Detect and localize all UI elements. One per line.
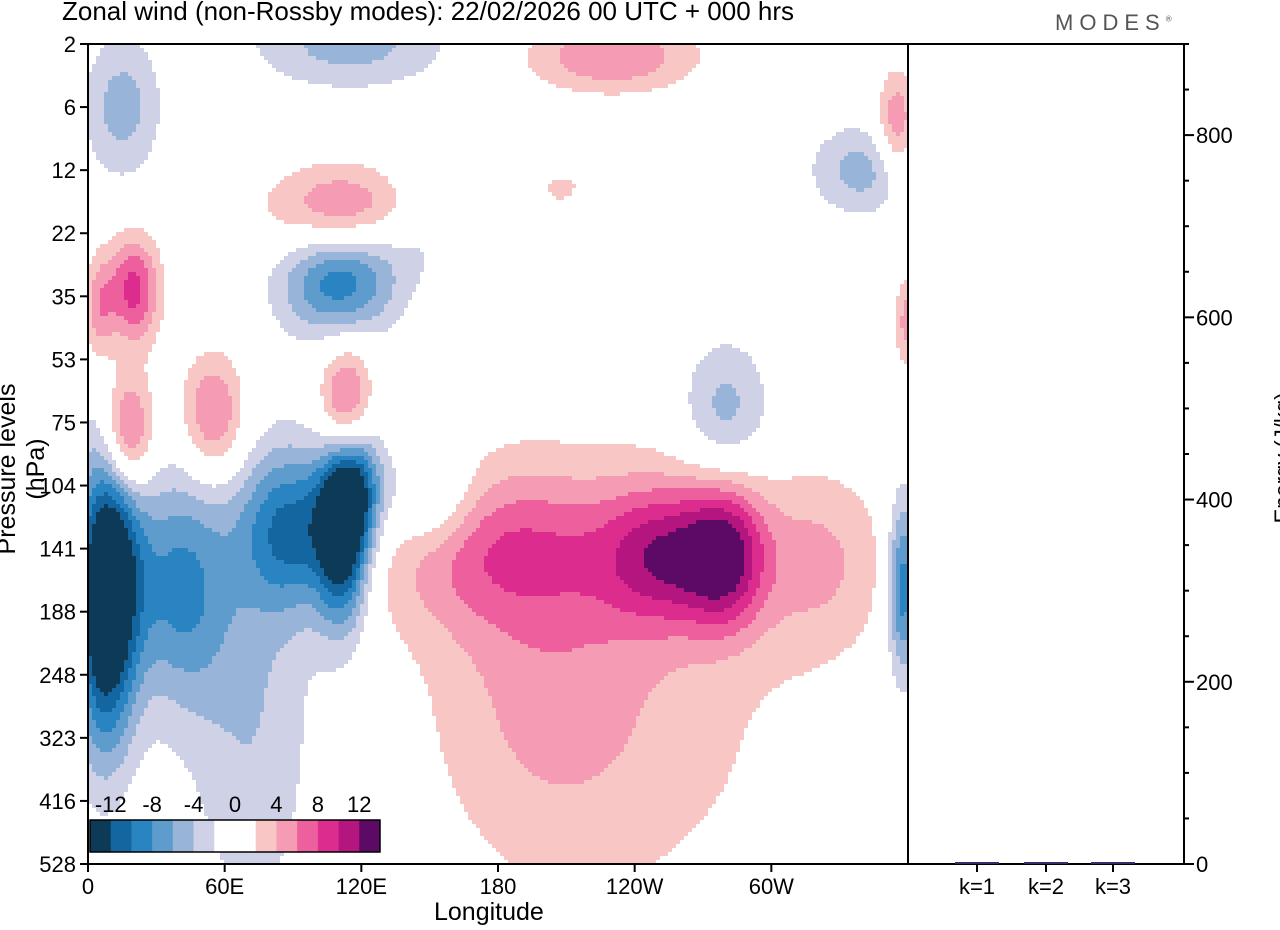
colorbar-swatch	[90, 820, 112, 852]
energy-tick-label: 400	[1196, 488, 1233, 513]
energy-bar-chart: 0 200 400 600 800 k=1 k=2 k=3	[955, 43, 1233, 899]
colorbar-frame	[89, 819, 381, 853]
y-tick-label: 416	[39, 789, 76, 814]
energy-bar	[1091, 862, 1135, 864]
colorbar-swatch	[152, 820, 174, 852]
x-tick-label: 0	[82, 874, 94, 899]
y-tick-label: 35	[52, 284, 76, 309]
colorbar-label: 4	[270, 792, 282, 817]
colorbar-label: -12	[95, 792, 127, 817]
energy-axis-label: Energy (J/kg)	[1270, 392, 1280, 524]
colorbar-label: 0	[229, 792, 241, 817]
colorbar-swatch	[131, 820, 153, 852]
colorbar-label: 12	[347, 792, 371, 817]
brand-logo: MODES®	[1055, 10, 1172, 36]
colorbar-swatch	[110, 820, 132, 852]
energy-cat-label: k=1	[959, 874, 995, 899]
colorbar-swatch	[297, 820, 319, 852]
brand-name: MODES	[1055, 10, 1166, 35]
y-tick-label: 141	[39, 537, 76, 562]
x-axis-label: Longitude	[434, 898, 544, 926]
y-tick-label: 323	[39, 726, 76, 751]
x-tick-label: 120W	[606, 874, 664, 899]
chart-title: Zonal wind (non-Rossby modes): 22/02/202…	[62, 0, 794, 26]
x-tick-label: 60E	[205, 874, 244, 899]
y-tick-label: 188	[39, 600, 76, 625]
colorbar-swatch	[235, 820, 257, 852]
colorbar-swatch	[255, 820, 277, 852]
colorbar-swatch	[214, 820, 236, 852]
colorbar-swatch	[317, 820, 340, 852]
x-tick-label: 120E	[336, 874, 387, 899]
y-tick-label: 53	[52, 347, 76, 372]
colorbar: -12 -8 -4 0 4 8 12	[89, 792, 381, 853]
colorbar-swatch	[338, 820, 360, 852]
energy-tick-label: 200	[1196, 670, 1233, 695]
energy-bar	[955, 862, 999, 864]
y-tick-label: 75	[52, 410, 76, 435]
energy-tick-label: 0	[1196, 852, 1208, 877]
x-tick-label: 60W	[749, 874, 794, 899]
y-axis-label: Pressure levels (hPa)	[0, 383, 50, 555]
energy-tick-label: 800	[1196, 123, 1233, 148]
brand-mark: ®	[1165, 14, 1172, 24]
y-tick-label: 248	[39, 663, 76, 688]
colorbar-label: -4	[184, 792, 204, 817]
energy-plot-frame	[907, 43, 1185, 865]
colorbar-swatch	[193, 820, 215, 852]
y-tick-label: 22	[52, 221, 76, 246]
wind-field	[88, 44, 908, 864]
colorbar-swatch	[359, 820, 381, 852]
y-tick-label: 6	[64, 95, 76, 120]
y-tick-label: 12	[52, 158, 76, 183]
y-tick-label: 104	[39, 474, 76, 499]
y-tick-label: 528	[39, 852, 76, 877]
energy-bar	[1024, 862, 1068, 864]
colorbar-label: 8	[312, 792, 324, 817]
y-tick-label: 2	[64, 32, 76, 57]
energy-cat-label: k=3	[1095, 874, 1131, 899]
x-tick-label: 180	[480, 874, 517, 899]
colorbar-swatch	[172, 820, 195, 852]
colorbar-swatch	[276, 820, 298, 852]
colorbar-label: -8	[142, 792, 162, 817]
energy-cat-label: k=2	[1028, 874, 1064, 899]
energy-tick-label: 600	[1196, 305, 1233, 330]
